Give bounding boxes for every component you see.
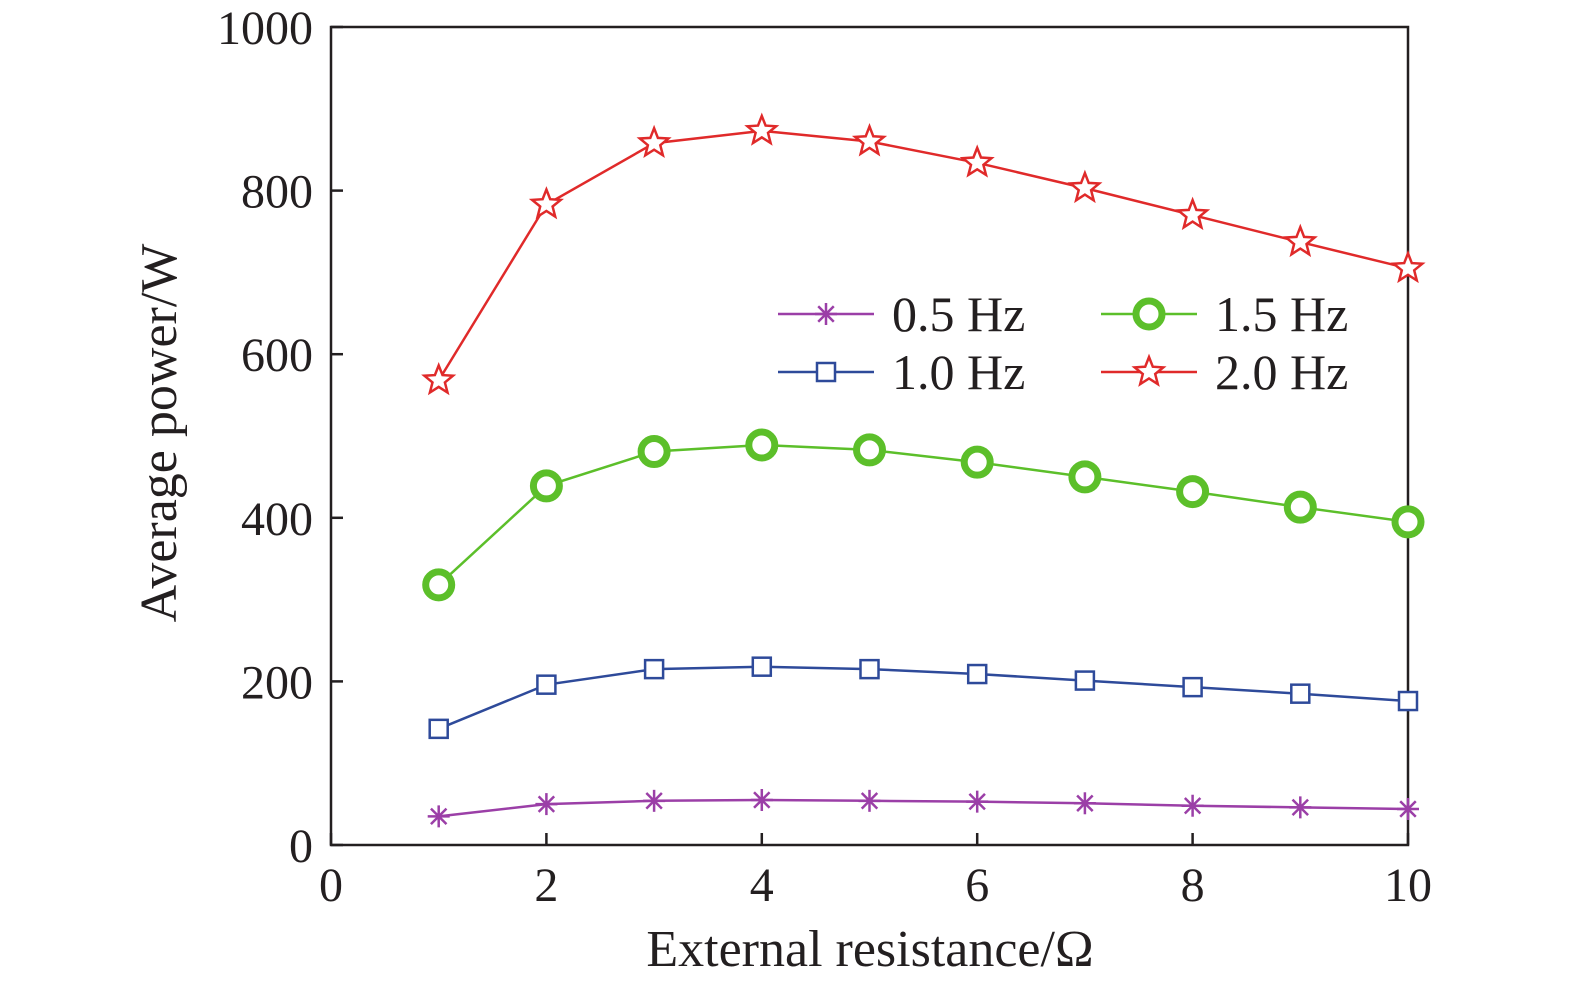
legend-marker	[1131, 353, 1167, 387]
marker-stroke	[1399, 800, 1417, 818]
legend-label: 1.5 Hz	[1215, 286, 1348, 342]
data-point	[745, 428, 779, 462]
data-point	[643, 658, 665, 680]
data-point	[637, 435, 671, 469]
x-tick-label: 2	[534, 859, 558, 912]
series-line	[438, 798, 1409, 818]
series-1-5-Hz	[422, 428, 1425, 602]
data-point	[1067, 169, 1103, 204]
data-point	[1290, 683, 1311, 704]
plot-frame	[329, 25, 1410, 847]
marker-stroke	[817, 305, 835, 323]
data-point	[1068, 460, 1102, 494]
data-point	[643, 789, 666, 812]
y-tick-label: 200	[241, 656, 313, 709]
data-point	[1397, 798, 1419, 821]
data-point	[1391, 505, 1425, 539]
x-tick-label: 6	[965, 859, 989, 912]
data-point	[1283, 490, 1317, 524]
marker-stroke	[860, 792, 879, 810]
series-layer	[421, 112, 1426, 828]
legend-marker	[815, 361, 837, 383]
data-point	[1390, 249, 1426, 284]
marker-stroke	[968, 792, 986, 811]
data-point	[1175, 196, 1211, 231]
data-point	[1074, 670, 1096, 691]
data-point	[966, 790, 989, 813]
legend: 0.5 Hz1.0 Hz 1.5 Hz2.0 Hz	[778, 286, 1348, 400]
data-point	[535, 793, 558, 816]
data-point	[851, 123, 888, 157]
data-point	[427, 805, 450, 828]
data-point	[751, 656, 773, 677]
x-axis-title: External resistance/Ω	[646, 921, 1093, 978]
plot-area: 0 2 4 6 8 10 0 200 400 600 800 1000	[217, 2, 1432, 912]
marker-stroke	[430, 807, 448, 826]
legend-label: 1.0 Hz	[892, 344, 1025, 400]
marker-stroke	[1183, 797, 1202, 815]
data-point	[744, 112, 780, 146]
data-point	[1181, 794, 1204, 817]
data-point	[859, 658, 880, 680]
series-1-0-Hz	[428, 656, 1419, 740]
legend-entry: 1.0 Hz	[778, 344, 1025, 400]
marker-stroke	[645, 792, 663, 810]
data-point	[853, 433, 886, 467]
data-point	[1397, 690, 1419, 712]
data-point	[528, 186, 564, 220]
data-point	[1282, 223, 1318, 258]
x-tick-label: 8	[1181, 859, 1205, 912]
data-point	[1182, 676, 1203, 698]
data-point	[966, 663, 988, 685]
x-tick-label: 4	[750, 859, 774, 912]
marker-stroke	[537, 795, 556, 813]
x-tick-label: 10	[1384, 859, 1432, 912]
legend-label: 2.0 Hz	[1215, 344, 1348, 400]
y-tick-label: 800	[241, 166, 313, 219]
legend-entry: 1.5 Hz	[1101, 286, 1348, 342]
data-point	[960, 445, 994, 479]
legend-label: 0.5 Hz	[892, 286, 1025, 342]
legend-entry: 2.0 Hz	[1101, 344, 1348, 400]
x-tick-label: 0	[319, 859, 343, 912]
y-axis-title: Average power/W	[131, 244, 188, 623]
y-tick-label: 400	[241, 493, 313, 546]
series-0-5-Hz	[427, 789, 1419, 828]
marker-stroke	[1291, 798, 1309, 817]
data-point	[858, 789, 881, 812]
data-point	[536, 674, 557, 695]
legend-entry: 0.5 Hz	[778, 286, 1025, 342]
series-line	[438, 665, 1409, 730]
series-2-0-Hz	[421, 112, 1426, 396]
marker-stroke	[1076, 794, 1094, 812]
data-point	[529, 469, 563, 503]
marker-stroke	[753, 791, 771, 809]
data-point	[1073, 792, 1096, 815]
legend-marker	[815, 303, 837, 325]
data-point	[1176, 475, 1210, 509]
legend-marker	[1132, 297, 1166, 331]
y-tick-label: 1000	[217, 2, 313, 55]
data-point	[421, 361, 457, 396]
series-line	[437, 129, 1409, 382]
data-point	[636, 124, 672, 159]
y-tick-label: 0	[289, 820, 313, 873]
data-point	[1289, 796, 1312, 819]
data-point	[750, 789, 773, 812]
data-point	[959, 144, 995, 178]
data-point	[428, 718, 449, 740]
data-point	[422, 568, 456, 602]
series-line	[437, 443, 1409, 586]
y-tick-label: 600	[241, 329, 313, 382]
